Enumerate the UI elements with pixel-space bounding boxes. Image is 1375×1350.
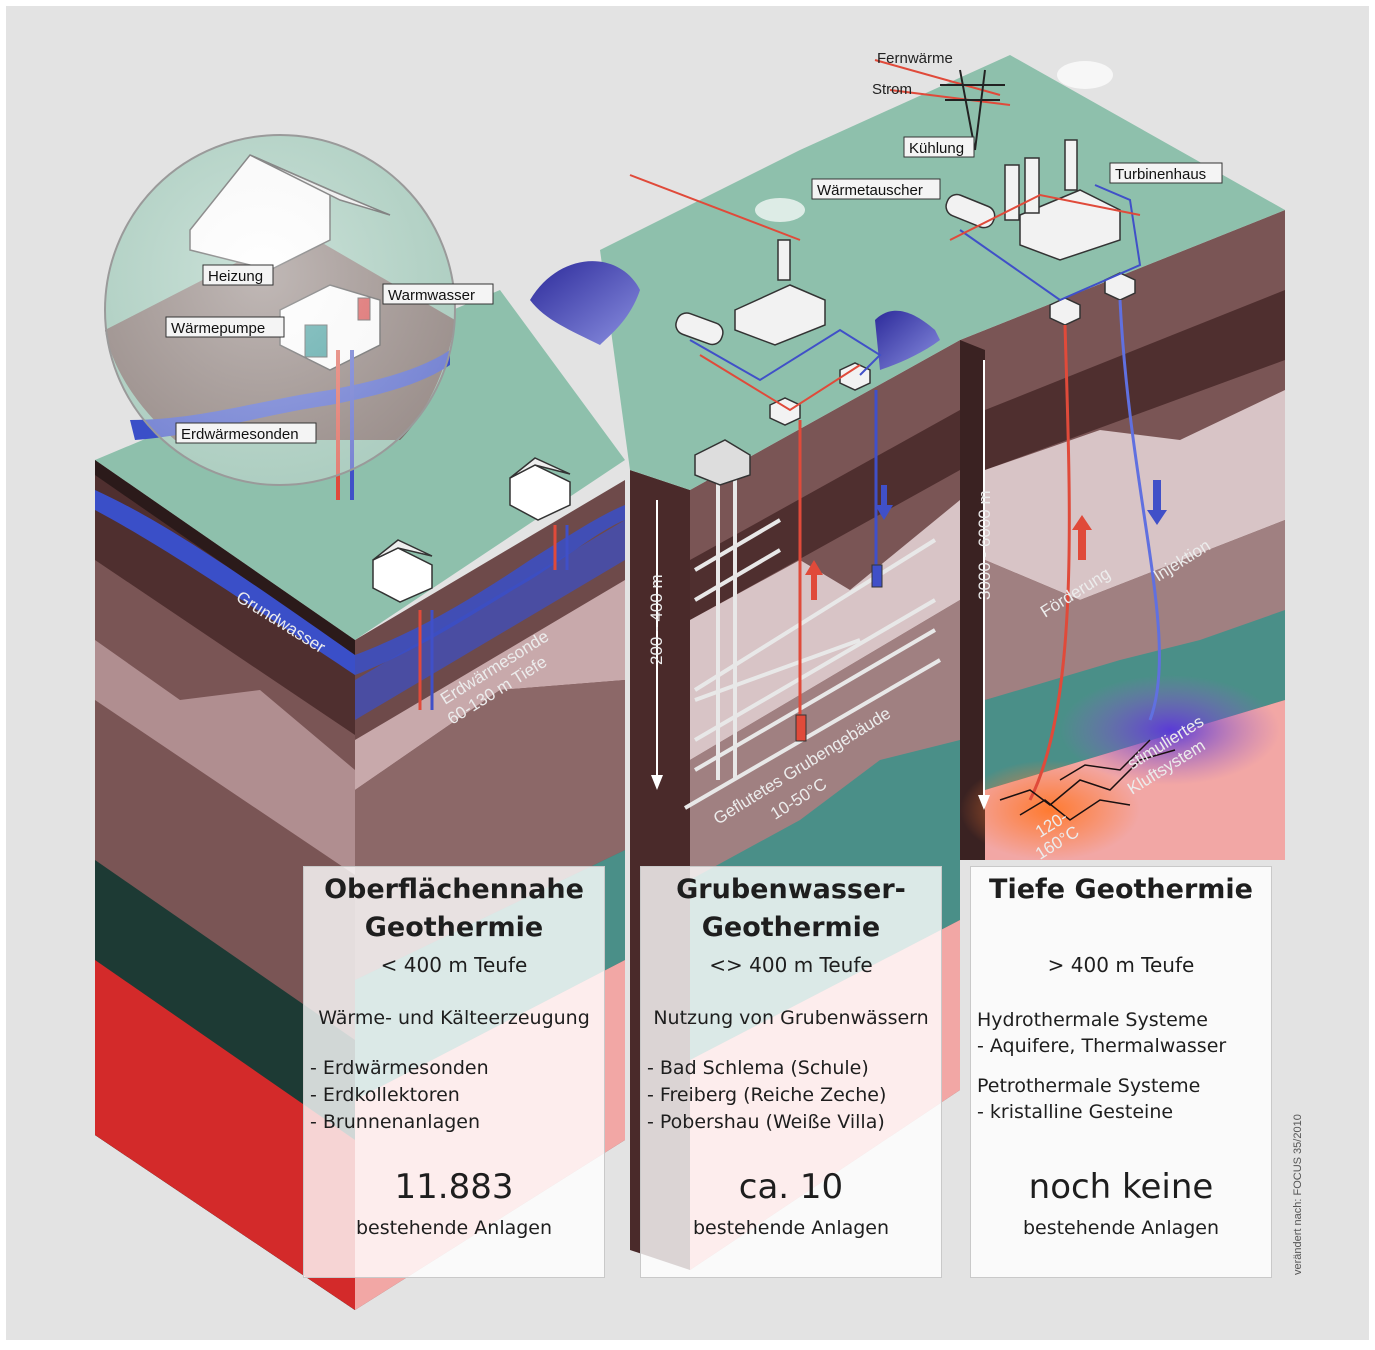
panel-count: noch keine: [1028, 1167, 1214, 1207]
panel-usage: Nutzung von Grubenwässern: [653, 1007, 929, 1029]
pond: [530, 261, 640, 345]
panel-oberflaechennahe: Oberflächennahe Geothermie < 400 m Teufe…: [303, 866, 605, 1278]
panel-count: ca. 10: [738, 1167, 844, 1207]
list-item: - Erdwärmesonden: [310, 1057, 489, 1079]
list-item: - Freiberg (Reiche Zeche): [647, 1084, 887, 1106]
groundwater-band: [95, 490, 355, 675]
fracture-system: [999, 739, 1176, 821]
label-warmwasser: Warmwasser: [388, 287, 475, 304]
mine-plant: [675, 239, 871, 426]
system-detail: - kristalline Gesteine: [977, 1101, 1174, 1123]
label-turbinenhaus: Turbinenhaus: [1115, 166, 1206, 183]
list-item: - Brunnenanlagen: [310, 1111, 480, 1133]
panel-depth: > 400 m Teufe: [1047, 953, 1195, 977]
panel-count-label: bestehende Anlagen: [1022, 1217, 1220, 1239]
panel-items: - Erdwärmesonden - Erdkollektoren - Brun…: [304, 1055, 604, 1136]
panel-count-label: bestehende Anlagen: [355, 1217, 553, 1239]
list-item: - Bad Schlema (Schule): [647, 1057, 869, 1079]
panel-title: Tiefe Geothermie: [989, 874, 1253, 905]
panel-count-label: bestehende Anlagen: [692, 1217, 890, 1239]
house-detail-lens: [104, 134, 456, 500]
pond: [875, 310, 940, 370]
panel-depth: < 400 m Teufe: [380, 953, 528, 977]
system-name: Petrothermale Systeme: [977, 1075, 1201, 1097]
house-small: [372, 539, 434, 710]
power-plant: [945, 139, 1136, 326]
panel-depth: <> 400 m Teufe: [709, 953, 873, 977]
lens-labels: Heizung Warmwasser Wärmepumpe Erdwärmeso…: [165, 264, 494, 444]
panel-grubenwasser: Grubenwasser- Geothermie <> 400 m Teufe …: [640, 866, 942, 1278]
left-block-front: [95, 460, 355, 1310]
list-item: - Pobershau (Weiße Villa): [647, 1111, 885, 1133]
panel-title: Oberflächennahe Geothermie: [324, 874, 584, 943]
panel-system: Hydrothermale Systeme - Aquifere, Therma…: [971, 1007, 1271, 1059]
panel-title: Grubenwasser- Geothermie: [676, 874, 906, 943]
label-fernwaerme: Fernwärme: [877, 50, 953, 67]
panel-system: Petrothermale Systeme - kristalline Gest…: [971, 1073, 1271, 1125]
house-small: [509, 457, 571, 570]
panel-usage: Wärme- und Kälteerzeugung: [318, 1007, 590, 1029]
label-waermetauscher: Wärmetauscher: [817, 182, 923, 199]
label-strom: Strom: [872, 81, 912, 98]
system-name: Hydrothermale Systeme: [977, 1009, 1208, 1031]
credit-text: verändert nach: FOCUS 35/2010: [1292, 1114, 1304, 1275]
label-waermepumpe: Wärmepumpe: [171, 320, 265, 337]
system-detail: - Aquifere, Thermalwasser: [977, 1035, 1227, 1057]
label-erdwaermesonden: Erdwärmesonden: [181, 426, 299, 443]
credit-note: verändert nach: FOCUS 35/2010: [1292, 1114, 1304, 1275]
label-heizung: Heizung: [208, 268, 263, 285]
panel-items: - Bad Schlema (Schule) - Freiberg (Reich…: [641, 1055, 941, 1136]
right-block: [960, 210, 1285, 860]
label-tiefe-tief: 3000 - 6000 m: [975, 490, 994, 600]
list-item: - Erdkollektoren: [310, 1084, 460, 1106]
mine-headframe: [694, 439, 751, 486]
panel-count: 11.883: [394, 1167, 514, 1207]
plant-labels: Fernwärme Strom Kühlung Wärmetauscher Tu…: [811, 50, 1223, 200]
label-tiefe-gruben: 200 - 400 m: [647, 574, 666, 665]
mine-galleries: [683, 470, 942, 810]
label-kuehlung: Kühlung: [909, 140, 964, 157]
panel-tiefe: Tiefe Geothermie > 400 m Teufe Hydrother…: [970, 866, 1272, 1278]
